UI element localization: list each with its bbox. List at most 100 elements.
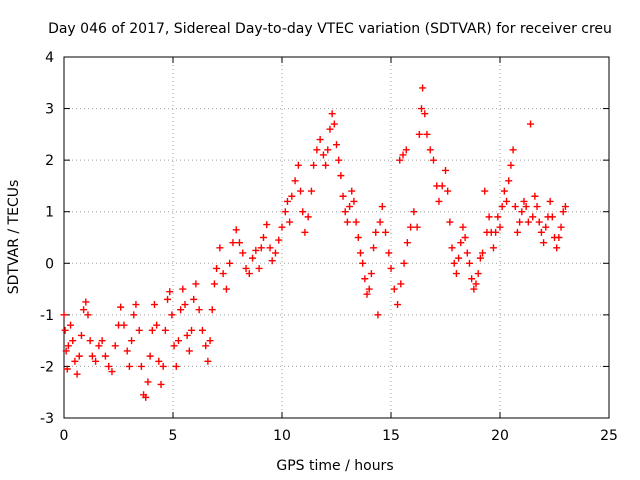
x-tick-label: 15 (382, 428, 400, 444)
data-point (413, 223, 421, 231)
data-point (132, 301, 140, 309)
data-point (63, 365, 71, 373)
data-point (86, 337, 94, 345)
data-point (503, 197, 511, 205)
data-point (62, 347, 70, 355)
data-point (245, 270, 253, 278)
data-point (446, 218, 454, 226)
data-point (350, 197, 358, 205)
data-point (80, 306, 88, 314)
data-point (172, 362, 180, 370)
data-point (461, 234, 469, 241)
data-point (239, 249, 247, 257)
data-point (382, 228, 390, 236)
data-point (455, 254, 463, 262)
data-point (159, 362, 167, 370)
data-point (346, 203, 354, 211)
data-point (542, 223, 550, 231)
data-point (188, 326, 196, 334)
data-point (448, 244, 456, 252)
data-point (516, 218, 524, 226)
data-point (333, 141, 340, 149)
data-point (125, 362, 133, 370)
data-point (470, 285, 478, 293)
data-point (185, 347, 193, 355)
data-point (278, 223, 286, 231)
data-point (403, 239, 411, 247)
data-point (546, 197, 554, 205)
data-point (438, 182, 446, 190)
data-point (98, 337, 106, 345)
data-point (555, 234, 563, 241)
data-point (281, 208, 289, 216)
data-point (67, 321, 75, 329)
data-point (533, 203, 541, 211)
data-point (297, 187, 305, 195)
data-point (219, 270, 227, 278)
data-point (370, 244, 378, 252)
data-point (426, 146, 434, 154)
data-point (463, 249, 471, 257)
data-point (419, 84, 427, 92)
data-point (202, 342, 210, 350)
y-tick-label: 0 (45, 256, 54, 272)
data-point (459, 223, 467, 231)
data-point (328, 110, 336, 118)
data-point (313, 146, 321, 154)
data-point (291, 177, 299, 185)
data-point (181, 301, 189, 309)
y-tick-label: -1 (40, 308, 54, 324)
data-point (88, 352, 96, 360)
data-point (73, 370, 81, 378)
data-point (527, 120, 535, 128)
y-axis-label: SDTVAR / TECUs (6, 180, 22, 295)
data-point (294, 161, 302, 169)
x-tick-label: 25 (600, 428, 618, 444)
y-tick-label: 3 (45, 102, 54, 118)
data-point (352, 218, 360, 226)
data-point (263, 221, 271, 229)
data-point (301, 228, 309, 236)
data-point (492, 228, 500, 236)
data-point (421, 110, 429, 118)
data-point (553, 244, 561, 252)
data-point (146, 352, 154, 360)
data-point (153, 321, 161, 329)
plot-frame (63, 56, 610, 419)
data-point (148, 326, 156, 334)
data-point (479, 249, 487, 257)
data-point (496, 223, 504, 231)
chart-title: Day 046 of 2017, Sidereal Day-to-day VTE… (48, 21, 612, 37)
data-point (69, 337, 77, 345)
data-point (394, 301, 402, 309)
data-point (442, 166, 449, 174)
data-point (190, 295, 198, 303)
data-point (288, 192, 296, 200)
data-point (402, 146, 410, 154)
data-point (198, 326, 206, 334)
data-point (367, 270, 375, 278)
data-point (522, 203, 530, 211)
data-point (494, 213, 502, 221)
data-point (410, 208, 418, 216)
data-point (430, 156, 438, 164)
data-point (216, 244, 224, 252)
data-point (498, 203, 506, 211)
data-point (509, 146, 517, 154)
data-point (435, 197, 443, 205)
data-point (363, 290, 371, 298)
y-tick-label: 1 (45, 205, 54, 221)
data-point (339, 192, 347, 200)
data-point (399, 151, 407, 159)
data-point (372, 228, 380, 236)
data-point (128, 337, 136, 345)
data-point (535, 218, 543, 226)
data-point (174, 337, 182, 345)
data-point (310, 161, 318, 169)
data-point (518, 208, 526, 216)
data-point (208, 306, 216, 314)
data-point (206, 337, 214, 345)
data-point (513, 228, 521, 236)
data-point (341, 208, 349, 216)
data-point (407, 223, 415, 231)
